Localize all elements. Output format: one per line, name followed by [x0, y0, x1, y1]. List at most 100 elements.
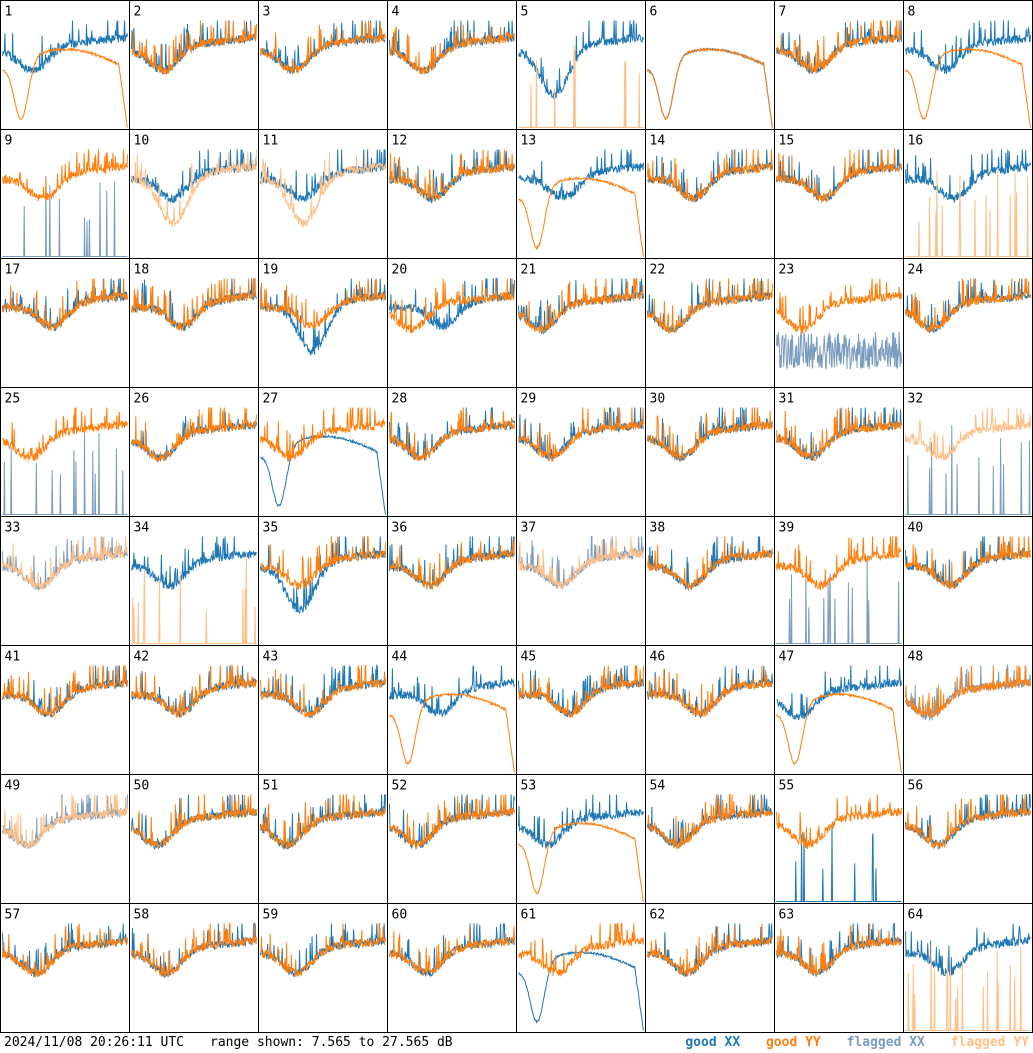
panel-frame: [258, 645, 388, 775]
panel-frame: [258, 516, 388, 646]
panel-12-yy-line: [389, 149, 515, 202]
panel-45: 45: [516, 645, 646, 775]
panel-frame: [258, 0, 388, 130]
panel-20: 20: [387, 258, 517, 388]
panel-52-yy-line: [389, 794, 515, 851]
panel-64-xx-line: [905, 923, 1031, 977]
panel-frame: [516, 129, 646, 259]
panel-label: 2: [134, 5, 142, 20]
panel-14-yy-line: [647, 149, 773, 203]
panel-23-xx-line: [776, 332, 902, 370]
timestamp: 2024/11/08 20:26:11 UTC: [4, 1035, 185, 1050]
panel-55: 55: [774, 774, 904, 904]
panel-48-yy-line: [905, 665, 1031, 718]
panel-label: 29: [521, 392, 537, 407]
panel-frame: [774, 903, 904, 1033]
panel-27-xx-line: [260, 434, 386, 515]
panel-30: 30: [645, 387, 775, 517]
panel-53-xx-line: [518, 794, 644, 849]
panel-frame: [258, 903, 388, 1033]
panel-frame: [645, 129, 775, 259]
panel-12: 12: [387, 129, 517, 259]
panel-13-xx-line: [518, 149, 644, 201]
panel-label: 32: [908, 392, 924, 407]
panel-label: 49: [5, 779, 21, 794]
panel-38: 38: [645, 516, 775, 646]
panel-label: 59: [263, 908, 279, 923]
panel-label: 37: [521, 521, 537, 536]
panel-frame: [645, 903, 775, 1033]
panel-20-yy-line: [389, 278, 515, 334]
panel-label: 31: [779, 392, 795, 407]
panel-label: 13: [521, 134, 537, 149]
panel-label: 64: [908, 908, 924, 923]
panel-label: 62: [650, 908, 666, 923]
panel-frame: [0, 516, 130, 646]
panel-label: 30: [650, 392, 666, 407]
panel-39-yy-line: [776, 536, 902, 591]
panel-6: 6: [645, 0, 775, 130]
panel-5: 5: [516, 0, 646, 130]
panel-label: 48: [908, 650, 924, 665]
panel-frame: [258, 387, 388, 517]
panel-11: 11: [258, 129, 388, 259]
panel-label: 34: [134, 521, 150, 536]
panel-label: 12: [392, 134, 408, 149]
panel-63: 63: [774, 903, 904, 1033]
panel-59-yy-line: [260, 923, 386, 978]
panel-19-xx-line: [260, 278, 386, 357]
range-label: range shown: 7.565 to 27.565 dB: [210, 1035, 453, 1050]
panel-59: 59: [258, 903, 388, 1033]
panel-39: 39: [774, 516, 904, 646]
panel-54-yy-line: [647, 794, 773, 850]
panel-39-xx-line: [776, 555, 902, 644]
panel-label: 20: [392, 263, 408, 278]
panel-frame: [516, 645, 646, 775]
panel-28-yy-line: [389, 407, 515, 462]
panel-35: 35: [258, 516, 388, 646]
panel-35-xx-line: [260, 536, 386, 614]
panel-60-yy-line: [389, 926, 515, 976]
panel-26: 26: [129, 387, 259, 517]
panel-label: 9: [5, 134, 13, 149]
panel-22-yy-line: [647, 278, 773, 334]
panel-56: 56: [903, 774, 1033, 904]
panel-frame: [903, 903, 1033, 1033]
panel-label: 46: [650, 650, 666, 665]
legend-flagged-yy: flagged YY: [950, 1035, 1029, 1050]
panel-5-yy-line: [518, 44, 644, 128]
panel-frame: [774, 129, 904, 259]
panel-label: 44: [392, 650, 408, 665]
panel-24: 24: [903, 258, 1033, 388]
panel-18: 18: [129, 258, 259, 388]
panel-56-yy-line: [905, 794, 1031, 850]
panel-57: 57: [0, 903, 130, 1033]
panel-label: 1: [5, 5, 13, 20]
panel-12-xx-line: [389, 149, 515, 204]
panel-label: 7: [779, 5, 787, 20]
panel-frame: [129, 645, 259, 775]
panel-label: 42: [134, 650, 150, 665]
panel-27: 27: [258, 387, 388, 517]
panel-19-yy-line: [260, 278, 386, 329]
panel-label: 14: [650, 134, 666, 149]
panel-frame: [387, 645, 517, 775]
panel-10-yy-line: [131, 149, 257, 227]
panel-frame: [387, 0, 517, 130]
panel-label: 39: [779, 521, 795, 536]
panel-4: 4: [387, 0, 517, 130]
panel-label: 5: [521, 5, 529, 20]
panel-54: 54: [645, 774, 775, 904]
panel-frame: [774, 516, 904, 646]
panel-63-yy-line: [776, 923, 902, 976]
panel-frame: [774, 774, 904, 904]
panel-5-xx-line: [518, 20, 644, 100]
panel-25: 25: [0, 387, 130, 517]
panel-40: 40: [903, 516, 1033, 646]
panel-23: 23: [774, 258, 904, 388]
panel-label: 27: [263, 392, 279, 407]
panel-frame: [903, 129, 1033, 259]
panel-19: 19: [258, 258, 388, 388]
panel-15-yy-line: [776, 147, 902, 204]
panel-52: 52: [387, 774, 517, 904]
